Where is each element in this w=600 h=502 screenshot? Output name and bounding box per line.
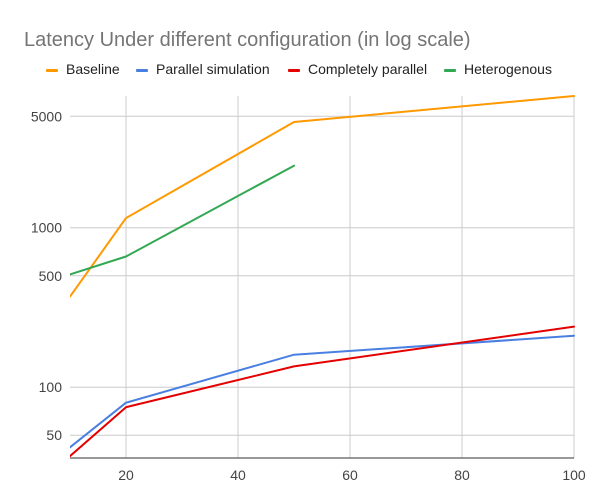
y-tick-label: 500: [39, 268, 63, 284]
legend-item-baseline[interactable]: Baseline: [46, 61, 120, 77]
series-line-completely-parallel: [70, 325, 575, 458]
legend-swatch: [136, 69, 148, 72]
series-line-baseline: [70, 95, 575, 298]
series-line-parallel-simulation: [70, 334, 575, 449]
legend-label: Baseline: [66, 61, 120, 77]
y-tick-label: 1000: [31, 220, 62, 236]
legend: Baseline Parallel simulation Completely pa…: [46, 61, 552, 77]
series-lines: [70, 95, 575, 458]
legend-label: Completely parallel: [308, 61, 427, 77]
y-tick-label: 100: [39, 379, 63, 395]
x-tick-label: 60: [342, 467, 358, 483]
chart-title: Latency Under different configuration (i…: [24, 29, 471, 51]
axes: 50 100 500 1000 5000 20 40 60 80 100: [31, 108, 586, 483]
series-line-heterogenous: [70, 164, 295, 276]
gridlines: [70, 96, 575, 458]
legend-label: Heterogenous: [464, 61, 552, 77]
x-tick-label: 80: [454, 467, 470, 483]
legend-item-completely-parallel[interactable]: Completely parallel: [288, 61, 427, 77]
legend-swatch: [288, 69, 300, 72]
legend-swatch: [46, 69, 58, 72]
y-tick-label: 5000: [31, 108, 62, 124]
legend-item-parallel-simulation[interactable]: Parallel simulation: [136, 61, 270, 77]
x-tick-label: 20: [118, 467, 134, 483]
legend-swatch: [444, 69, 456, 72]
x-tick-label: 100: [562, 467, 586, 483]
legend-item-heterogenous[interactable]: Heterogenous: [444, 61, 552, 77]
legend-label: Parallel simulation: [156, 61, 270, 77]
x-tick-label: 40: [230, 467, 246, 483]
y-tick-label: 50: [46, 427, 62, 443]
